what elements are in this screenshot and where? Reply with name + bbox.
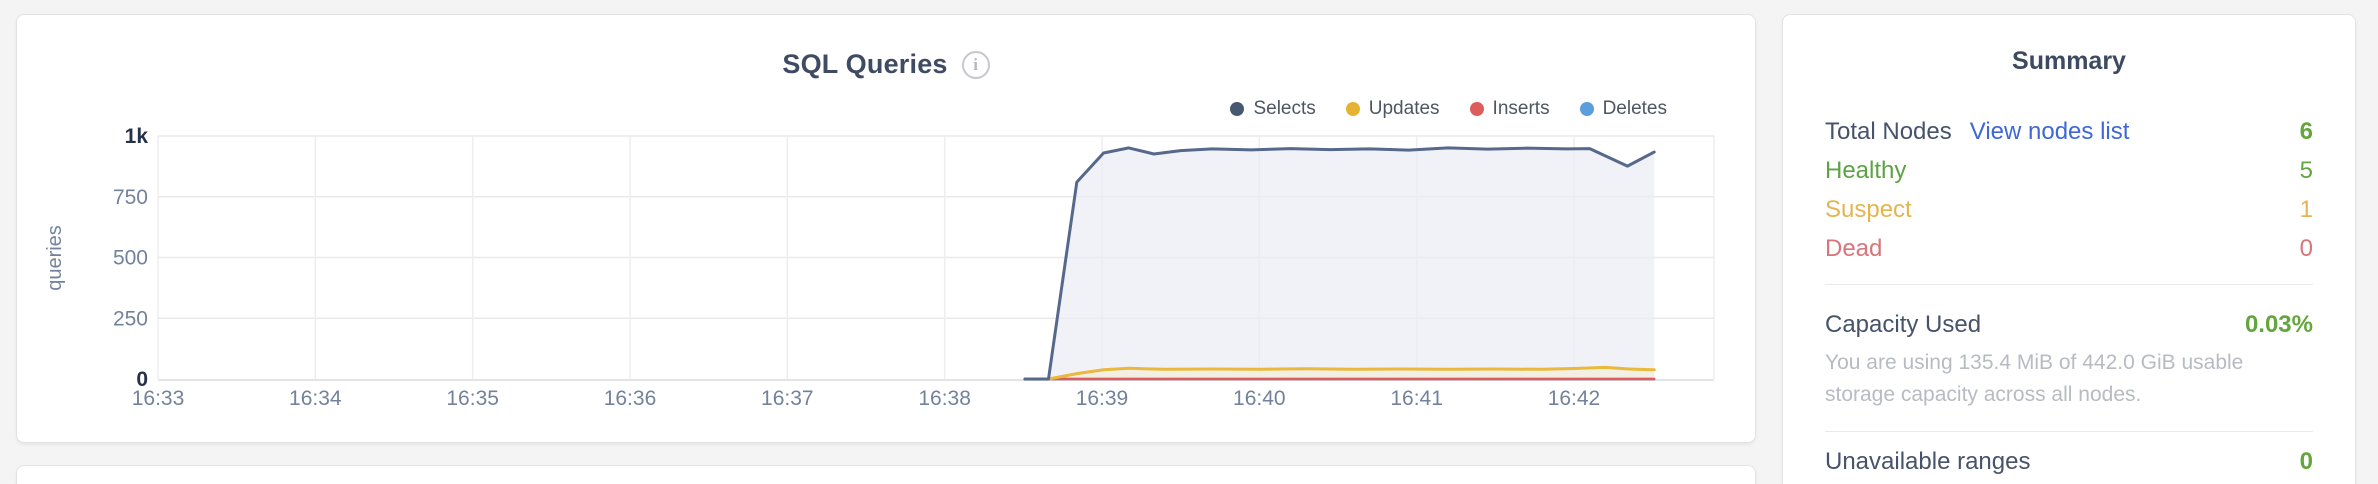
legend-item-selects[interactable]: Selects	[1230, 98, 1316, 120]
x-tick-label: 16:38	[918, 387, 971, 410]
unavailable-ranges-value: 0	[2299, 448, 2313, 475]
total-nodes-value: 6	[2299, 117, 2313, 145]
healthy-row: Healthy 5	[1825, 151, 2313, 190]
suspect-row: Suspect 1	[1825, 190, 2313, 229]
suspect-label: Suspect	[1825, 195, 1912, 223]
dead-label: Dead	[1825, 234, 1883, 262]
legend-dot-icon	[1230, 102, 1245, 116]
dead-row: Dead 0	[1825, 229, 2313, 268]
legend-dot-icon	[1579, 102, 1594, 116]
chart-title: SQL Queries	[782, 49, 948, 79]
x-tick-label: 16:37	[761, 387, 814, 410]
capacity-description: You are using 135.4 MiB of 442.0 GiB usa…	[1825, 351, 2244, 406]
legend-label: Deletes	[1602, 98, 1667, 119]
legend-label: Inserts	[1492, 98, 1550, 119]
unavailable-ranges-label: Unavailable ranges	[1825, 448, 2031, 475]
legend-label: Selects	[1253, 98, 1316, 119]
x-tick-label: 16:34	[289, 387, 342, 410]
x-tick-label: 16:41	[1390, 387, 1443, 410]
y-tick-label: 250	[113, 307, 148, 330]
x-tick-label: 16:33	[132, 387, 185, 410]
unavailable-ranges-row: Unavailable ranges 0	[1825, 444, 2313, 480]
y-tick-label: 0	[136, 368, 148, 391]
x-tick-label: 16:35	[446, 387, 499, 410]
sql-queries-chart-card: SQL Queries i Selects Updates Inserts Delet…	[16, 14, 1756, 443]
healthy-label: Healthy	[1825, 156, 1907, 184]
suspect-value: 1	[2299, 195, 2313, 223]
y-tick-label: 1k	[125, 125, 149, 148]
legend-label: Updates	[1368, 98, 1440, 119]
x-tick-label: 16:40	[1233, 387, 1286, 410]
node-status-rows: Total Nodes View nodes list 6 Healthy 5 Suspe…	[1825, 112, 2313, 268]
legend-dot-icon	[1345, 102, 1360, 116]
total-nodes-label: Total Nodes	[1825, 117, 1952, 145]
chart-header: SQL Queries i	[17, 49, 1755, 80]
divider	[1825, 284, 2313, 285]
capacity-used-row: Capacity Used 0.03%	[1825, 307, 2313, 343]
capacity-used-label: Capacity Used	[1825, 311, 1982, 338]
y-tick-label: 500	[113, 247, 148, 270]
x-tick-label: 16:42	[1548, 387, 1601, 410]
legend-item-inserts[interactable]: Inserts	[1469, 98, 1550, 120]
y-axis-title: queries	[44, 225, 66, 291]
x-tick-label: 16:39	[1076, 387, 1129, 410]
series-area-selects	[1024, 147, 1655, 379]
dead-value: 0	[2299, 234, 2313, 262]
total-nodes-row: Total Nodes View nodes list 6	[1825, 112, 2313, 151]
sql-queries-chart: 1k 750 500 250 016:33 16:34 16:35 16:36 16:37 16:…	[44, 125, 1715, 410]
legend-dot-icon	[1469, 102, 1484, 116]
capacity-used-value: 0.03%	[2244, 311, 2313, 338]
view-nodes-list-link[interactable]: View nodes list	[1969, 117, 2130, 145]
summary-panel: Summary Total Nodes View nodes list 6 Healt…	[1782, 14, 2356, 484]
chart-legend: Selects Updates Inserts Deletes	[1230, 98, 1667, 120]
series-line-selects	[1023, 146, 1656, 381]
y-tick-label: 750	[113, 186, 148, 209]
healthy-value: 5	[2299, 156, 2313, 184]
series-line-updates	[1023, 365, 1656, 381]
summary-title: Summary	[2012, 47, 2126, 75]
x-tick-label: 16:36	[604, 387, 657, 410]
legend-item-deletes[interactable]: Deletes	[1579, 98, 1667, 120]
legend-item-updates[interactable]: Updates	[1345, 98, 1440, 120]
next-chart-card-partial	[16, 465, 1756, 484]
info-icon[interactable]: i	[961, 50, 990, 79]
divider	[1825, 431, 2313, 432]
